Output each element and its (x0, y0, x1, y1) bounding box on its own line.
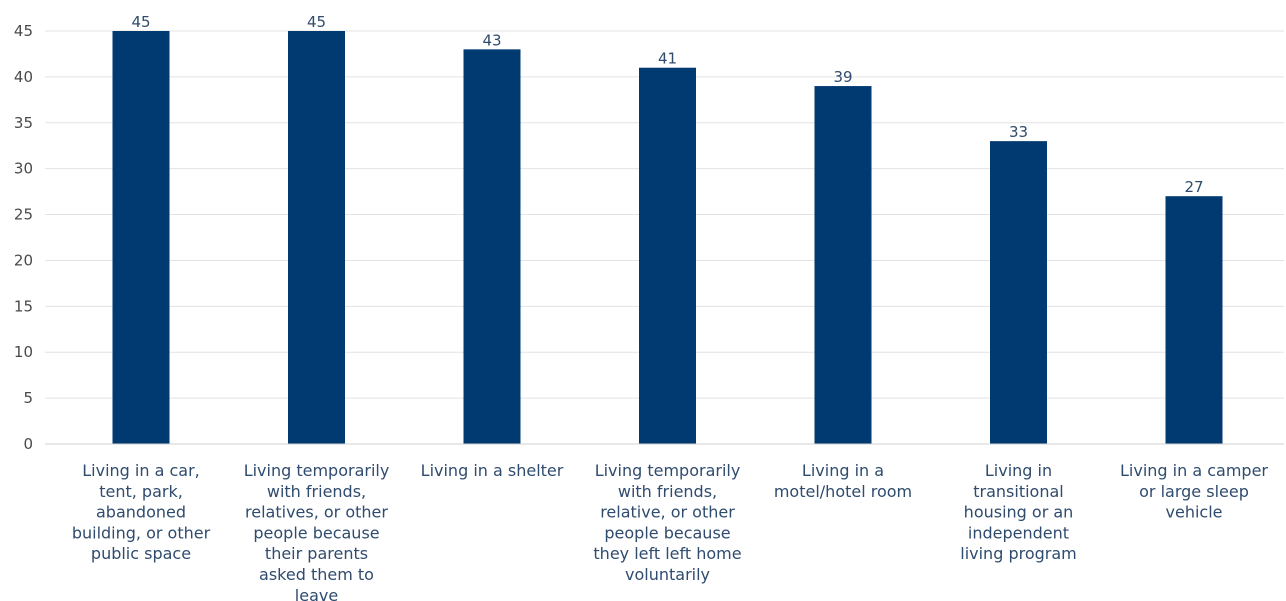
data-label: 39 (833, 68, 852, 86)
x-axis: Living in a car, tent, park, abandoned buil… (45, 443, 1284, 601)
y-tick-label: 35 (14, 114, 33, 132)
x-tick-label: Living in a motel/hotel room (774, 461, 912, 501)
bar-5 (814, 86, 872, 445)
data-labels: 45 45 43 41 39 33 27 (131, 13, 1203, 196)
y-tick-label: 15 (14, 297, 33, 315)
bar-1 (112, 31, 170, 444)
data-label: 41 (658, 50, 677, 68)
x-tick-label: Living in a camper or large sleep vehicle (1120, 461, 1268, 522)
data-label: 45 (307, 13, 326, 31)
x-tick-label: Living in a car, tent, park, abandoned buil… (72, 461, 211, 563)
y-tick-label: 10 (14, 343, 33, 361)
y-axis: 0 5 10 15 20 25 30 35 40 45 (14, 22, 33, 453)
x-tick-label: Living temporarily with friends, relative,… (593, 461, 741, 584)
bar-4 (639, 67, 696, 444)
y-tick-label: 30 (14, 160, 33, 178)
y-tick-label: 40 (14, 68, 33, 86)
x-tick-label: Living temporarily with friends, relatives… (244, 461, 390, 601)
y-tick-label: 45 (14, 22, 33, 40)
x-tick-label: Living in a shelter (421, 461, 564, 480)
data-label: 45 (131, 13, 150, 31)
y-tick-label: 0 (23, 435, 33, 453)
data-label: 33 (1009, 123, 1028, 141)
bar-6 (990, 141, 1047, 444)
y-tick-label: 5 (23, 389, 33, 407)
bar-3 (463, 49, 521, 444)
data-label: 27 (1184, 178, 1203, 196)
bar-2 (288, 31, 345, 444)
bars (112, 31, 1223, 445)
y-tick-label: 20 (14, 251, 33, 269)
data-label: 43 (482, 31, 501, 49)
y-tick-label: 25 (14, 206, 33, 224)
x-tick-label: Living in transitional housing or an indepe… (960, 461, 1076, 563)
bar-7 (1165, 196, 1223, 444)
